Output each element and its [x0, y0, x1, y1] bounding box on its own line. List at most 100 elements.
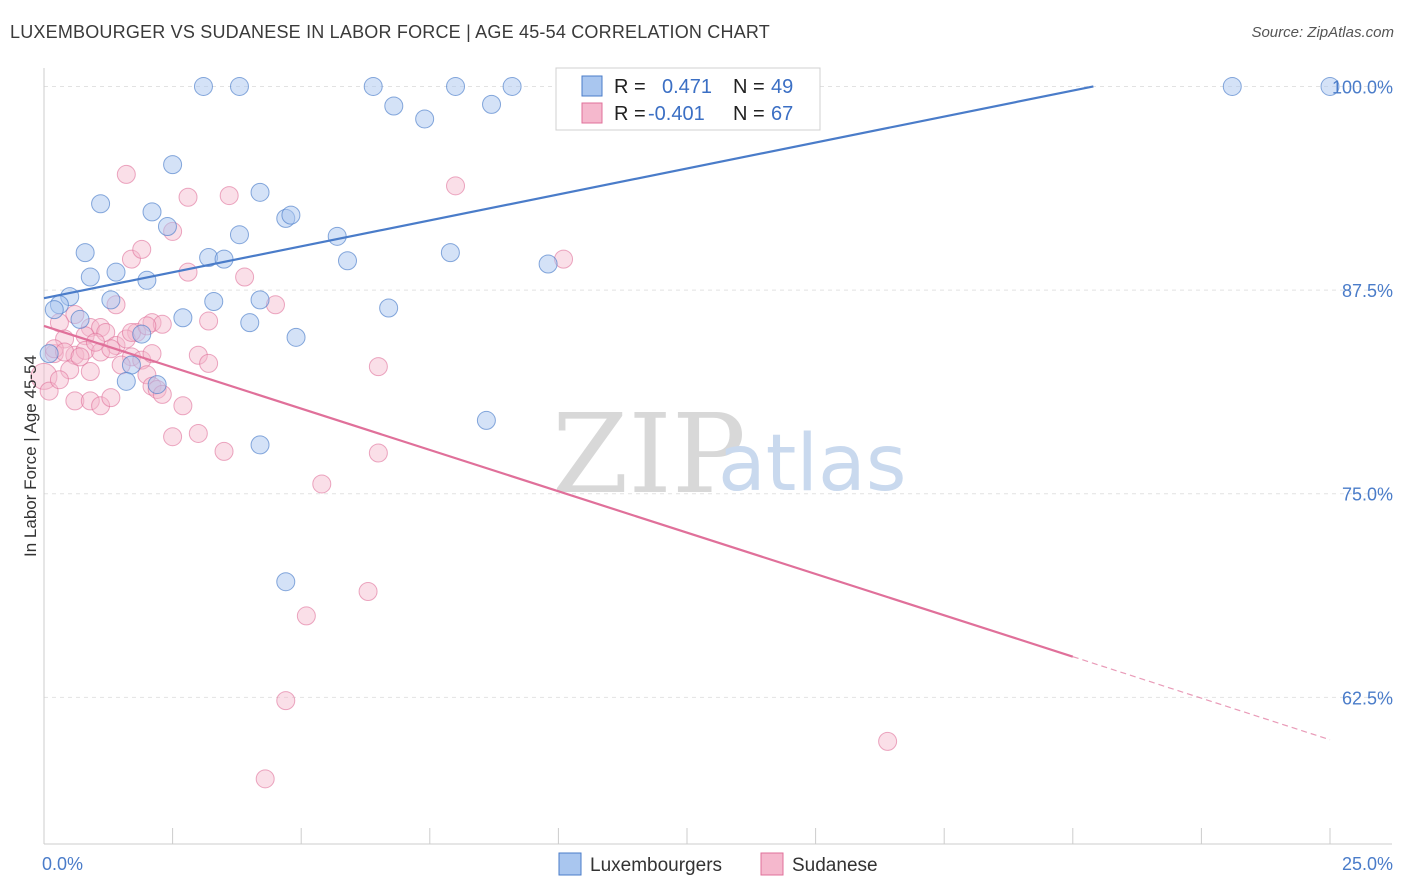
legend-n-label-1: N =: [733, 76, 765, 98]
luxembourger-point: [502, 76, 522, 96]
luxembourger-point: [250, 182, 270, 202]
luxembourger-point: [39, 344, 59, 364]
sudanese-point: [70, 347, 90, 367]
sudanese-trend-line: [43, 324, 1074, 658]
luxembourger-point: [106, 262, 126, 282]
legend-r-value-1: 0.471: [662, 76, 712, 98]
sudanese-point: [199, 311, 219, 331]
legend-n-value-2: 67: [771, 103, 793, 125]
luxembourger-point: [476, 410, 496, 430]
luxembourger-point: [281, 205, 301, 225]
sudanese-point: [173, 396, 193, 416]
sudanese-point: [49, 370, 69, 390]
luxembourger-point: [482, 94, 502, 114]
luxembourger-point: [193, 76, 213, 96]
bottom-legend-swatch-blue: [558, 852, 582, 876]
sudanese-point: [255, 769, 275, 789]
sudanese-point: [65, 391, 85, 411]
x-tick-label-max: 25.0%: [1342, 854, 1393, 874]
luxembourger-point: [327, 226, 347, 246]
sudanese-point: [188, 345, 208, 365]
luxembourger-point: [44, 300, 64, 320]
x-tick-label-min: 0.0%: [42, 854, 83, 874]
luxembourger-point: [276, 572, 296, 592]
sudanese-point: [358, 581, 378, 601]
luxembourger-point: [379, 298, 399, 318]
legend-r-value-2: -0.401: [648, 103, 705, 125]
sudanese-point: [368, 443, 388, 463]
sudanese-point: [80, 391, 100, 411]
sudanese-point: [878, 731, 898, 751]
legend-n-value-1: 49: [771, 76, 793, 98]
sudanese-point: [152, 314, 172, 334]
luxembourger-point: [229, 225, 249, 245]
luxembourger-point: [91, 194, 111, 214]
luxembourger-point: [337, 251, 357, 271]
trend-lines: [43, 85, 1331, 741]
luxembourger-trend-line: [43, 85, 1094, 300]
sudanese-points: [30, 164, 898, 789]
legend-r-label-1: R =: [614, 76, 646, 98]
sudanese-point: [446, 176, 466, 196]
bottom-legend-label-luxembourgers: Luxembourgers: [590, 855, 722, 876]
luxembourger-point: [538, 254, 558, 274]
sudanese-point: [219, 186, 239, 206]
chart-title: LUXEMBOURGER VS SUDANESE IN LABOR FORCE …: [10, 22, 770, 42]
axes: [43, 68, 1392, 845]
luxembourger-points: [39, 76, 1340, 592]
sudanese-point: [178, 187, 198, 207]
luxembourger-point: [173, 308, 193, 328]
sudanese-point: [214, 441, 234, 461]
y-tick-labels: 100.0% 87.5% 75.0% 62.5%: [1332, 77, 1393, 708]
y-tick-label-3: 62.5%: [1342, 688, 1393, 708]
luxembourger-point: [204, 291, 224, 311]
luxembourger-point: [80, 267, 100, 287]
luxembourger-point: [250, 435, 270, 455]
luxembourger-point: [157, 217, 177, 237]
luxembourger-point: [70, 309, 90, 329]
luxembourger-point: [446, 76, 466, 96]
sudanese-point: [116, 164, 136, 184]
luxembourger-point: [142, 202, 162, 222]
y-tick-label-1: 87.5%: [1342, 281, 1393, 301]
sudanese-point: [199, 353, 219, 373]
bottom-legend-label-sudanese: Sudanese: [792, 855, 878, 876]
y-tick-label-2: 75.0%: [1342, 485, 1393, 505]
sudanese-point: [296, 606, 316, 626]
luxembourger-point: [229, 76, 249, 96]
luxembourger-point: [137, 270, 157, 290]
sudanese-point: [30, 362, 58, 390]
legend: R = 0.471 N = 49 R = -0.401 N = 67: [555, 67, 821, 131]
sudanese-point: [276, 691, 296, 711]
luxembourger-point: [440, 243, 460, 263]
luxembourger-point: [147, 375, 167, 395]
sudanese-point: [163, 427, 183, 447]
watermark-atlas: atlas: [718, 419, 907, 509]
sudanese-point: [312, 474, 332, 494]
luxembourger-point: [384, 96, 404, 116]
sudanese-point: [60, 360, 80, 380]
sudanese-point: [80, 362, 100, 382]
luxembourger-point: [75, 243, 95, 263]
luxembourger-point: [240, 313, 260, 333]
legend-r-label-2: R =: [614, 103, 646, 125]
luxembourger-point: [1320, 76, 1340, 96]
legend-swatch-pink: [581, 102, 603, 124]
sudanese-point: [91, 396, 111, 416]
sudanese-point: [235, 267, 255, 287]
luxembourger-point: [163, 155, 183, 175]
luxembourger-point: [116, 371, 136, 391]
sudanese-point: [188, 423, 208, 443]
sudanese-point: [101, 388, 121, 408]
luxembourger-point: [121, 355, 141, 375]
sudanese-point: [178, 262, 198, 282]
sudanese-point: [132, 239, 152, 259]
y-tick-label-0: 100.0%: [1332, 77, 1393, 97]
bottom-legend-swatch-pink: [760, 852, 784, 876]
luxembourger-point: [286, 327, 306, 347]
sudanese-point: [368, 357, 388, 377]
source-credit: Source: ZipAtlas.com: [1251, 24, 1394, 41]
sudanese-point: [75, 340, 95, 360]
sudanese-trend-line-extension: [1072, 656, 1331, 741]
